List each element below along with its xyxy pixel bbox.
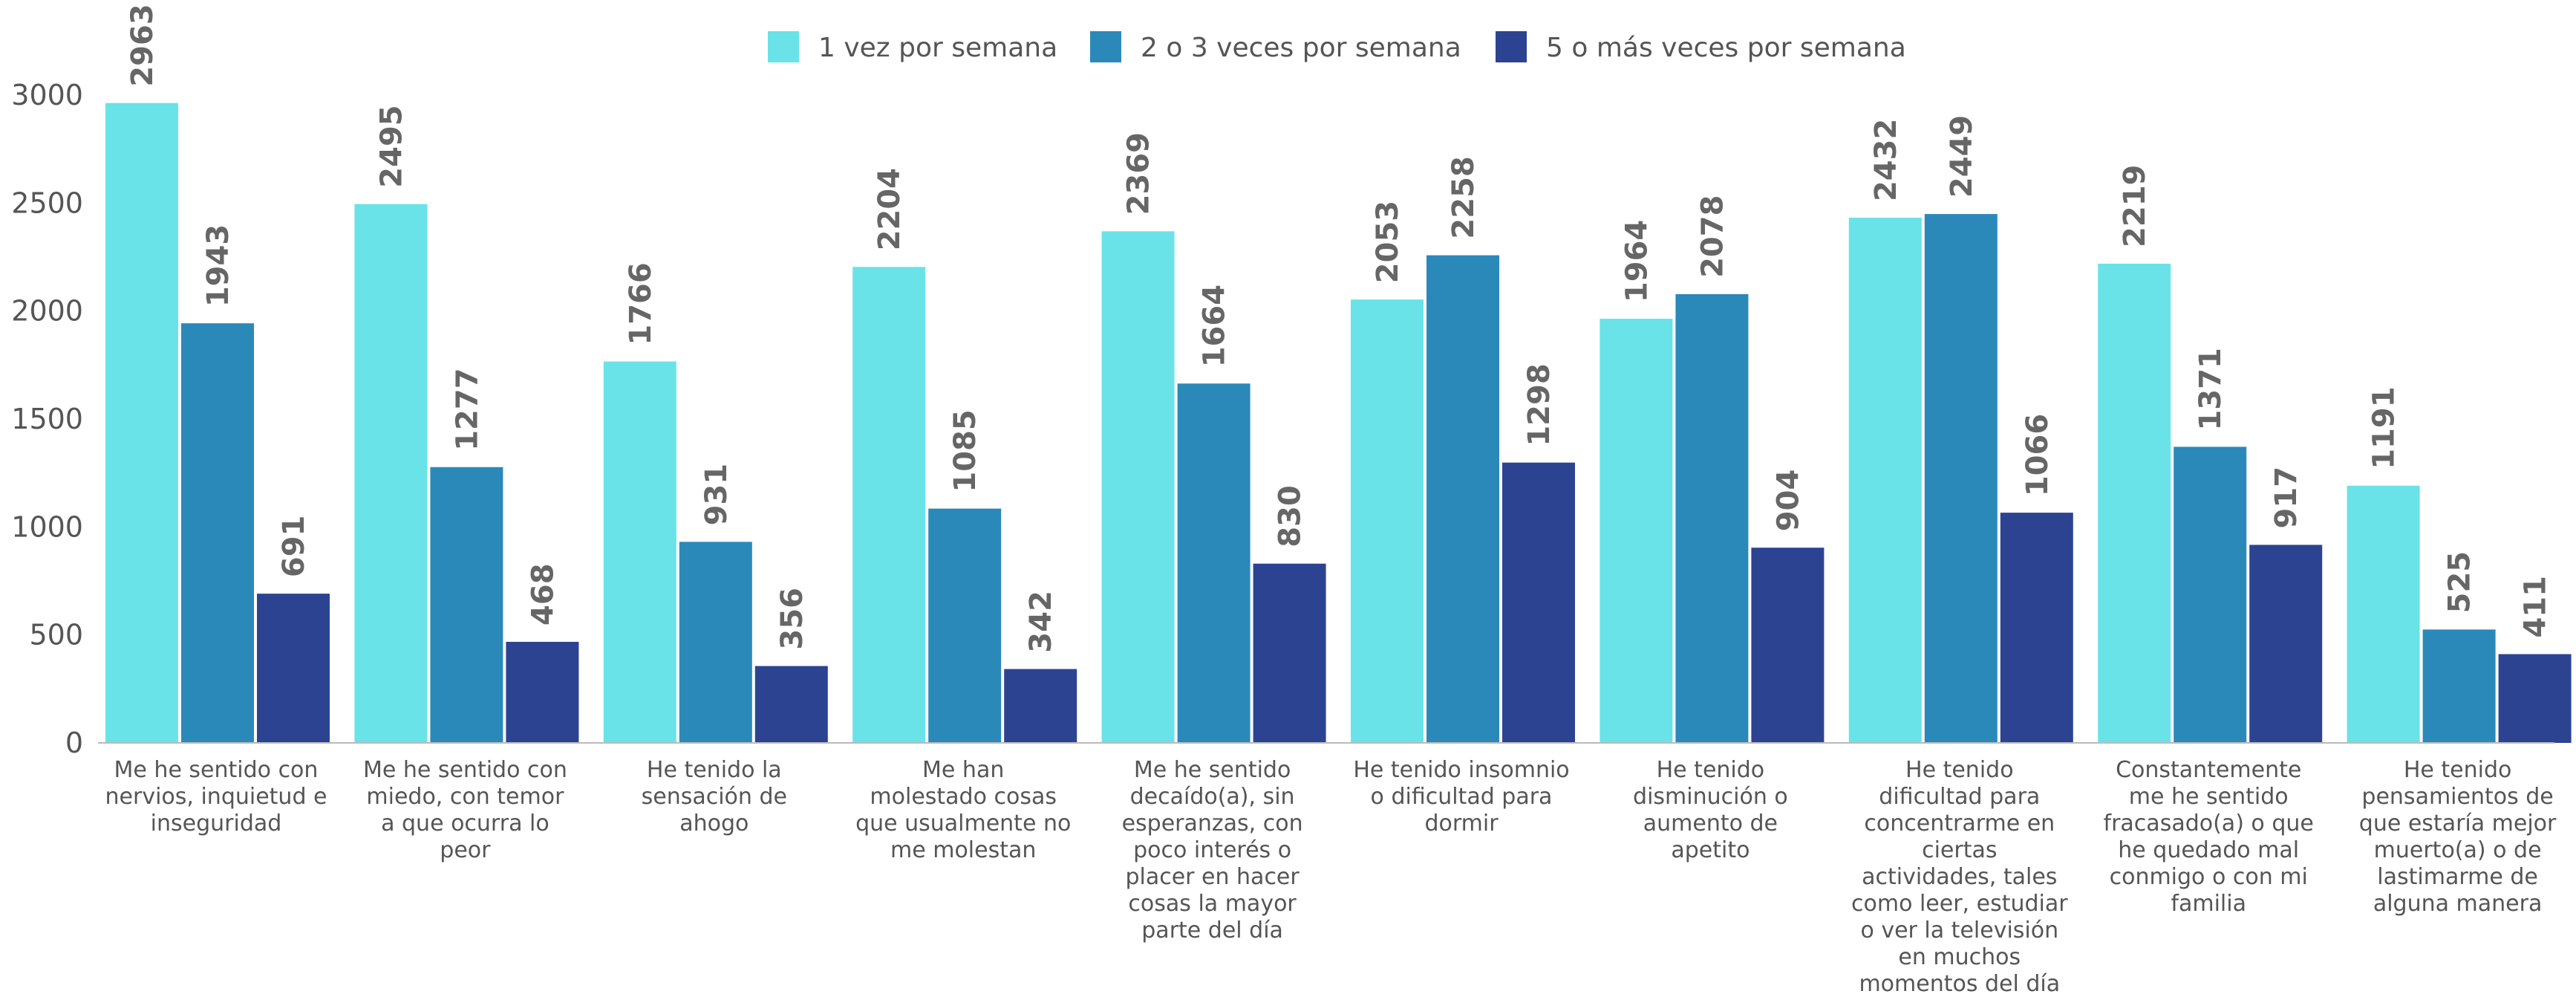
y-tick-label: 0 — [65, 727, 83, 759]
data-label: 411 — [2519, 576, 2553, 638]
data-label: 2258 — [1447, 156, 1481, 238]
data-label: 2204 — [873, 168, 907, 250]
data-label: 931 — [700, 464, 734, 526]
data-label: 2963 — [125, 4, 160, 86]
data-label: 917 — [2269, 467, 2303, 529]
category-label: He tenido insomnio o dificultad para dormi… — [1353, 757, 1569, 837]
bar — [928, 508, 1002, 743]
bar — [354, 204, 428, 743]
bar — [2498, 654, 2572, 743]
y-tick-label: 1500 — [11, 403, 83, 435]
bar — [1675, 293, 1749, 743]
bar — [2098, 263, 2171, 743]
bar — [181, 323, 254, 743]
bar — [2422, 629, 2496, 743]
category-label: Constantemente me he sentido fracasado(a) … — [2104, 757, 2314, 917]
x-axis: Me he sentido con nervios, inquietud e ins… — [98, 742, 2557, 994]
data-label: 1298 — [1522, 363, 1556, 446]
bar — [2347, 485, 2420, 743]
bar — [1177, 383, 1250, 743]
bar — [1600, 319, 1673, 743]
data-label: 1943 — [201, 224, 235, 307]
bar — [852, 267, 926, 743]
data-label: 2369 — [1122, 132, 1156, 215]
category-label: Me he sentido con nervios, inquietud e ins… — [105, 757, 327, 837]
legend-label: 2 o 3 veces por semana — [1141, 33, 1461, 63]
y-tick-label: 2000 — [11, 295, 83, 328]
legend-label: 1 vez por semana — [818, 33, 1057, 63]
bar — [754, 666, 828, 743]
y-tick-label: 1000 — [11, 510, 83, 543]
data-label: 2219 — [2118, 165, 2152, 247]
category-label: He tenido pensamientos de que estaría mejo… — [2359, 757, 2557, 917]
data-label: 1766 — [624, 262, 658, 345]
data-label: 1964 — [1620, 220, 1654, 302]
category-label: Me han molestado cosas que usualmente no me… — [855, 757, 1071, 863]
data-label: 2449 — [1945, 115, 1979, 198]
bars — [105, 103, 2572, 744]
data-label: 342 — [1024, 591, 1058, 653]
data-label: 525 — [2443, 551, 2477, 614]
data-label: 1066 — [2021, 414, 2055, 496]
data-label: 1371 — [2194, 348, 2228, 430]
data-label: 830 — [1274, 485, 1308, 548]
bar — [257, 594, 330, 743]
bar — [1253, 563, 1326, 743]
bar — [2249, 545, 2323, 743]
bar — [679, 542, 752, 743]
legend-swatch — [1496, 31, 1527, 62]
data-label: 468 — [526, 563, 560, 626]
legend-swatch — [768, 31, 799, 62]
category-label: Me he sentido con miedo, con temor a que o… — [363, 757, 567, 863]
bar — [2000, 513, 2073, 743]
bar — [1848, 218, 1922, 744]
y-tick-label: 3000 — [11, 79, 83, 111]
category-label: He tenido disminución o aumento de apetito — [1633, 757, 1788, 863]
legend: 1 vez por semana 2 o 3 veces por semana 5 … — [768, 31, 1906, 63]
data-label: 2495 — [374, 105, 408, 187]
y-tick-label: 500 — [29, 619, 83, 652]
data-labels: 2963 1943 691 2495 1277 468 1766 931 356 2204 1085… — [125, 4, 2553, 652]
data-label: 1277 — [450, 368, 484, 450]
bar — [1751, 548, 1825, 743]
bar — [105, 103, 178, 744]
category-label: Me he sentido decaído(a), sin esperanzas, … — [1122, 757, 1303, 943]
bar — [1351, 299, 1424, 744]
data-label: 2078 — [1695, 195, 1729, 278]
data-label: 691 — [277, 516, 311, 578]
legend-label: 5 o más veces por semana — [1546, 33, 1906, 63]
bar — [603, 361, 676, 744]
category-label: He tenido la sensación de ahogo — [642, 757, 787, 837]
bar — [506, 641, 579, 743]
bar — [1502, 462, 1575, 743]
data-label: 904 — [1771, 470, 1805, 532]
bar — [1426, 255, 1499, 744]
bar — [1101, 231, 1175, 744]
data-label: 356 — [775, 588, 809, 650]
y-axis: 0 500 1000 1500 2000 2500 3000 — [11, 79, 83, 759]
data-label: 1191 — [2367, 386, 2401, 469]
bar — [1004, 669, 1077, 743]
data-label: 2432 — [1869, 119, 1903, 201]
bar — [430, 467, 503, 743]
bar — [2174, 446, 2247, 743]
data-label: 1664 — [1198, 285, 1232, 367]
data-label: 2053 — [1371, 201, 1405, 283]
category-label: He tenido dificultad para concentrarme en c… — [1851, 757, 2068, 994]
bar — [1924, 214, 1998, 744]
y-tick-label: 2500 — [11, 186, 83, 219]
data-label: 1085 — [948, 409, 982, 492]
legend-swatch — [1090, 31, 1121, 62]
